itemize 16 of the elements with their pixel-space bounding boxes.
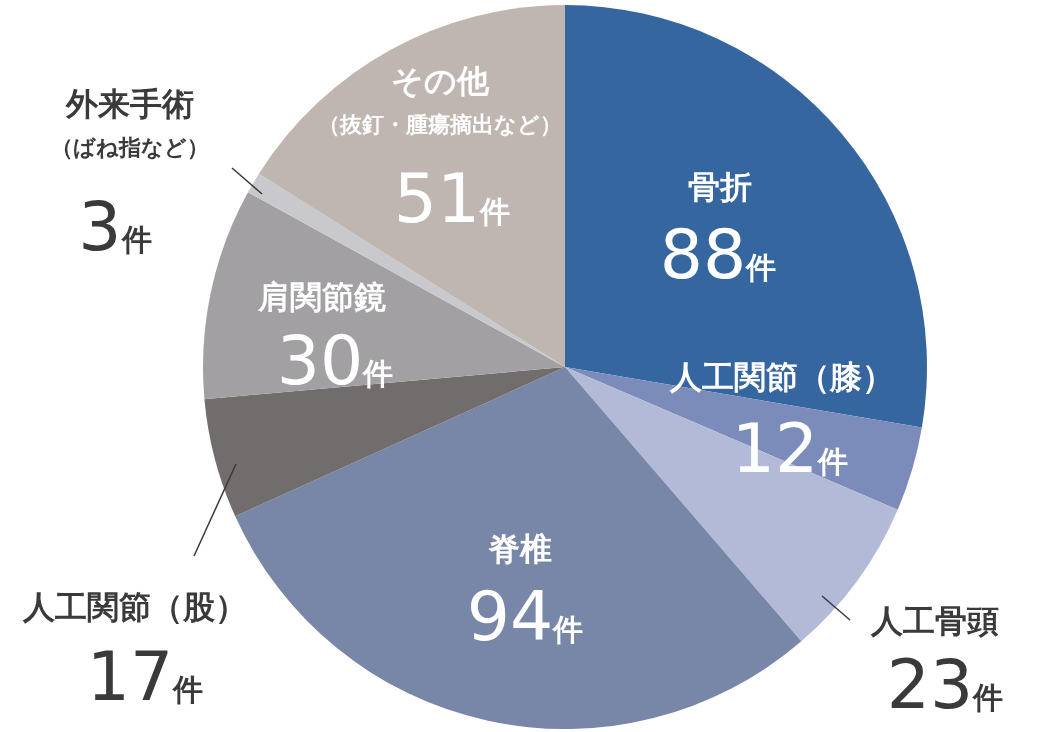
slice-label: 人工関節（股）: [22, 588, 247, 626]
data-label: 3件: [78, 187, 152, 266]
slice-label: 骨折: [688, 168, 752, 206]
data-label: 30件: [276, 321, 394, 400]
slice-label: その他（抜釘・腫瘍摘出など）: [318, 62, 562, 137]
slice-label: 外来手術（ばね指など）: [51, 85, 209, 160]
slice-label: 肩関節鏡: [257, 278, 386, 316]
data-label: 12件: [731, 409, 849, 488]
data-label: 88件: [659, 215, 777, 294]
data-label: 94件: [466, 577, 584, 656]
slice-label: 人工骨頭: [870, 602, 999, 640]
data-label: 23件: [886, 645, 1004, 724]
slice-label: 脊椎: [488, 530, 552, 568]
slice-label: 人工関節（膝）: [669, 358, 894, 396]
data-label: 51件: [393, 159, 511, 238]
data-label: 17件: [86, 637, 204, 716]
